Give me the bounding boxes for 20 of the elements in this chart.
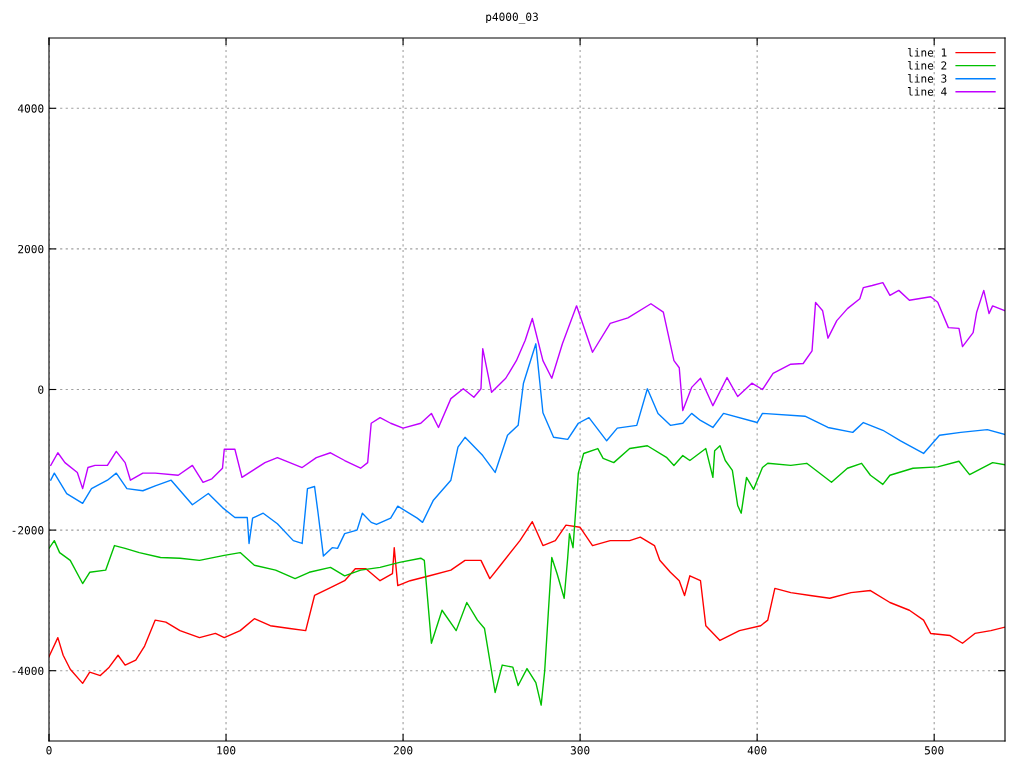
- legend-label: line 2: [907, 61, 947, 70]
- legend-label: line 3: [907, 74, 947, 83]
- legend-label: line 4: [907, 87, 947, 96]
- line-series: [50, 343, 1005, 557]
- y-tick-label: -2000: [12, 526, 44, 535]
- chart-title: p4000_03: [486, 12, 538, 24]
- y-tick-label: 2000: [18, 244, 44, 254]
- y-tick-label: -4000: [12, 666, 44, 676]
- y-tick-label: 0: [38, 385, 44, 394]
- legend-label: line 1: [907, 48, 947, 57]
- x-tick-label: 400: [747, 746, 767, 755]
- line-series: [49, 520, 1005, 685]
- x-tick-label: 300: [570, 746, 590, 755]
- x-tick-label: 0: [46, 746, 52, 755]
- line-series: [49, 445, 1005, 706]
- y-tick-label: 4000: [17, 104, 44, 113]
- line-series: [50, 281, 1005, 490]
- x-tick-label: 500: [924, 746, 944, 755]
- x-tick-label: 200: [393, 746, 413, 755]
- x-tick-label: 100: [217, 746, 236, 755]
